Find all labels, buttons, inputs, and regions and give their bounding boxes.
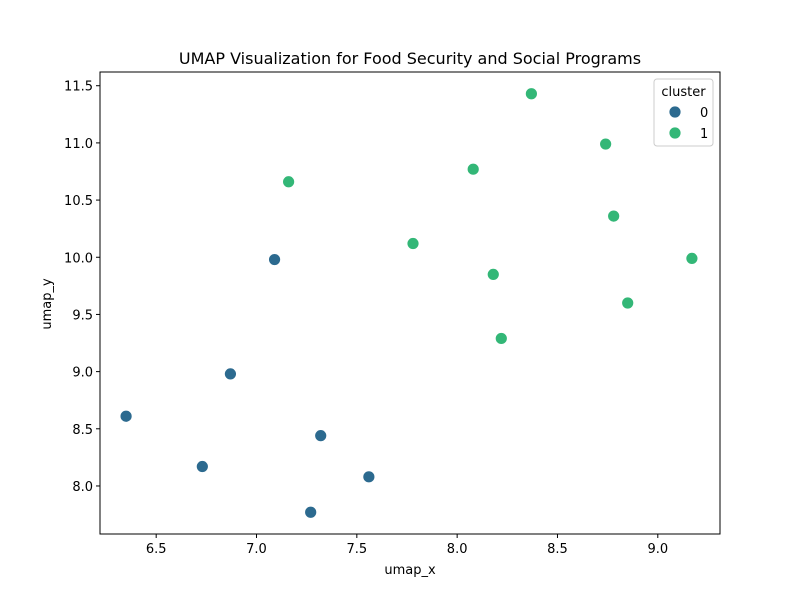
y-tick-label: 9.0: [72, 366, 93, 381]
y-tick-label: 10.0: [64, 251, 93, 266]
data-point-cluster-0: [304, 505, 318, 519]
data-point-cluster-1: [282, 175, 296, 189]
y-tick-label: 9.5: [72, 308, 93, 323]
data-point-cluster-0: [195, 460, 209, 473]
data-point-cluster-1: [599, 137, 613, 151]
data-point-cluster-0: [119, 409, 133, 423]
data-point-cluster-1: [466, 162, 480, 176]
data-point-cluster-0: [268, 253, 281, 266]
legend-marker-cluster-0: [668, 105, 682, 119]
data-point-cluster-1: [524, 87, 538, 101]
legend-marker-cluster-1: [668, 126, 682, 140]
x-axis-label: umap_x: [384, 563, 436, 578]
chart-title: UMAP Visualization for Food Security and…: [179, 49, 641, 68]
data-point-cluster-0: [224, 367, 237, 381]
x-tick-label: 8.0: [447, 542, 468, 557]
data-point-cluster-1: [486, 268, 500, 281]
data-point-cluster-1: [607, 209, 621, 223]
legend: cluster 0 1: [653, 78, 714, 147]
data-point-cluster-1: [406, 237, 420, 250]
data-point-cluster-0: [314, 429, 328, 443]
y-tick-label: 10.5: [64, 194, 93, 209]
data-point-cluster-1: [494, 332, 508, 345]
x-tick-label: 8.5: [547, 542, 568, 557]
x-tick-label: 7.5: [346, 542, 367, 557]
y-tick-label: 11.0: [64, 137, 93, 152]
y-tick-label: 8.0: [72, 480, 93, 495]
legend-label-cluster-1: 1: [700, 127, 708, 142]
y-axis: 8.0 8.5 9.0 9.5 10.0 10.5 11.0 11.5: [64, 80, 100, 495]
y-tick-label: 11.5: [64, 80, 93, 95]
x-tick-label: 9.0: [647, 542, 668, 557]
data-point-cluster-1: [685, 252, 699, 265]
data-point-cluster-0: [362, 470, 376, 484]
data-points: [119, 87, 699, 519]
plot-frame: [99, 71, 721, 535]
legend-title: cluster: [661, 85, 706, 100]
x-tick-label: 7.0: [246, 542, 267, 557]
x-tick-label: 6.5: [146, 542, 167, 557]
y-axis-label: umap_y: [40, 278, 55, 330]
x-axis: 6.5 7.0 7.5 8.0 8.5 9.0: [146, 534, 668, 557]
legend-box: [653, 78, 714, 147]
legend-label-cluster-0: 0: [700, 106, 708, 121]
y-tick-label: 8.5: [72, 423, 93, 438]
data-point-cluster-1: [621, 296, 635, 310]
